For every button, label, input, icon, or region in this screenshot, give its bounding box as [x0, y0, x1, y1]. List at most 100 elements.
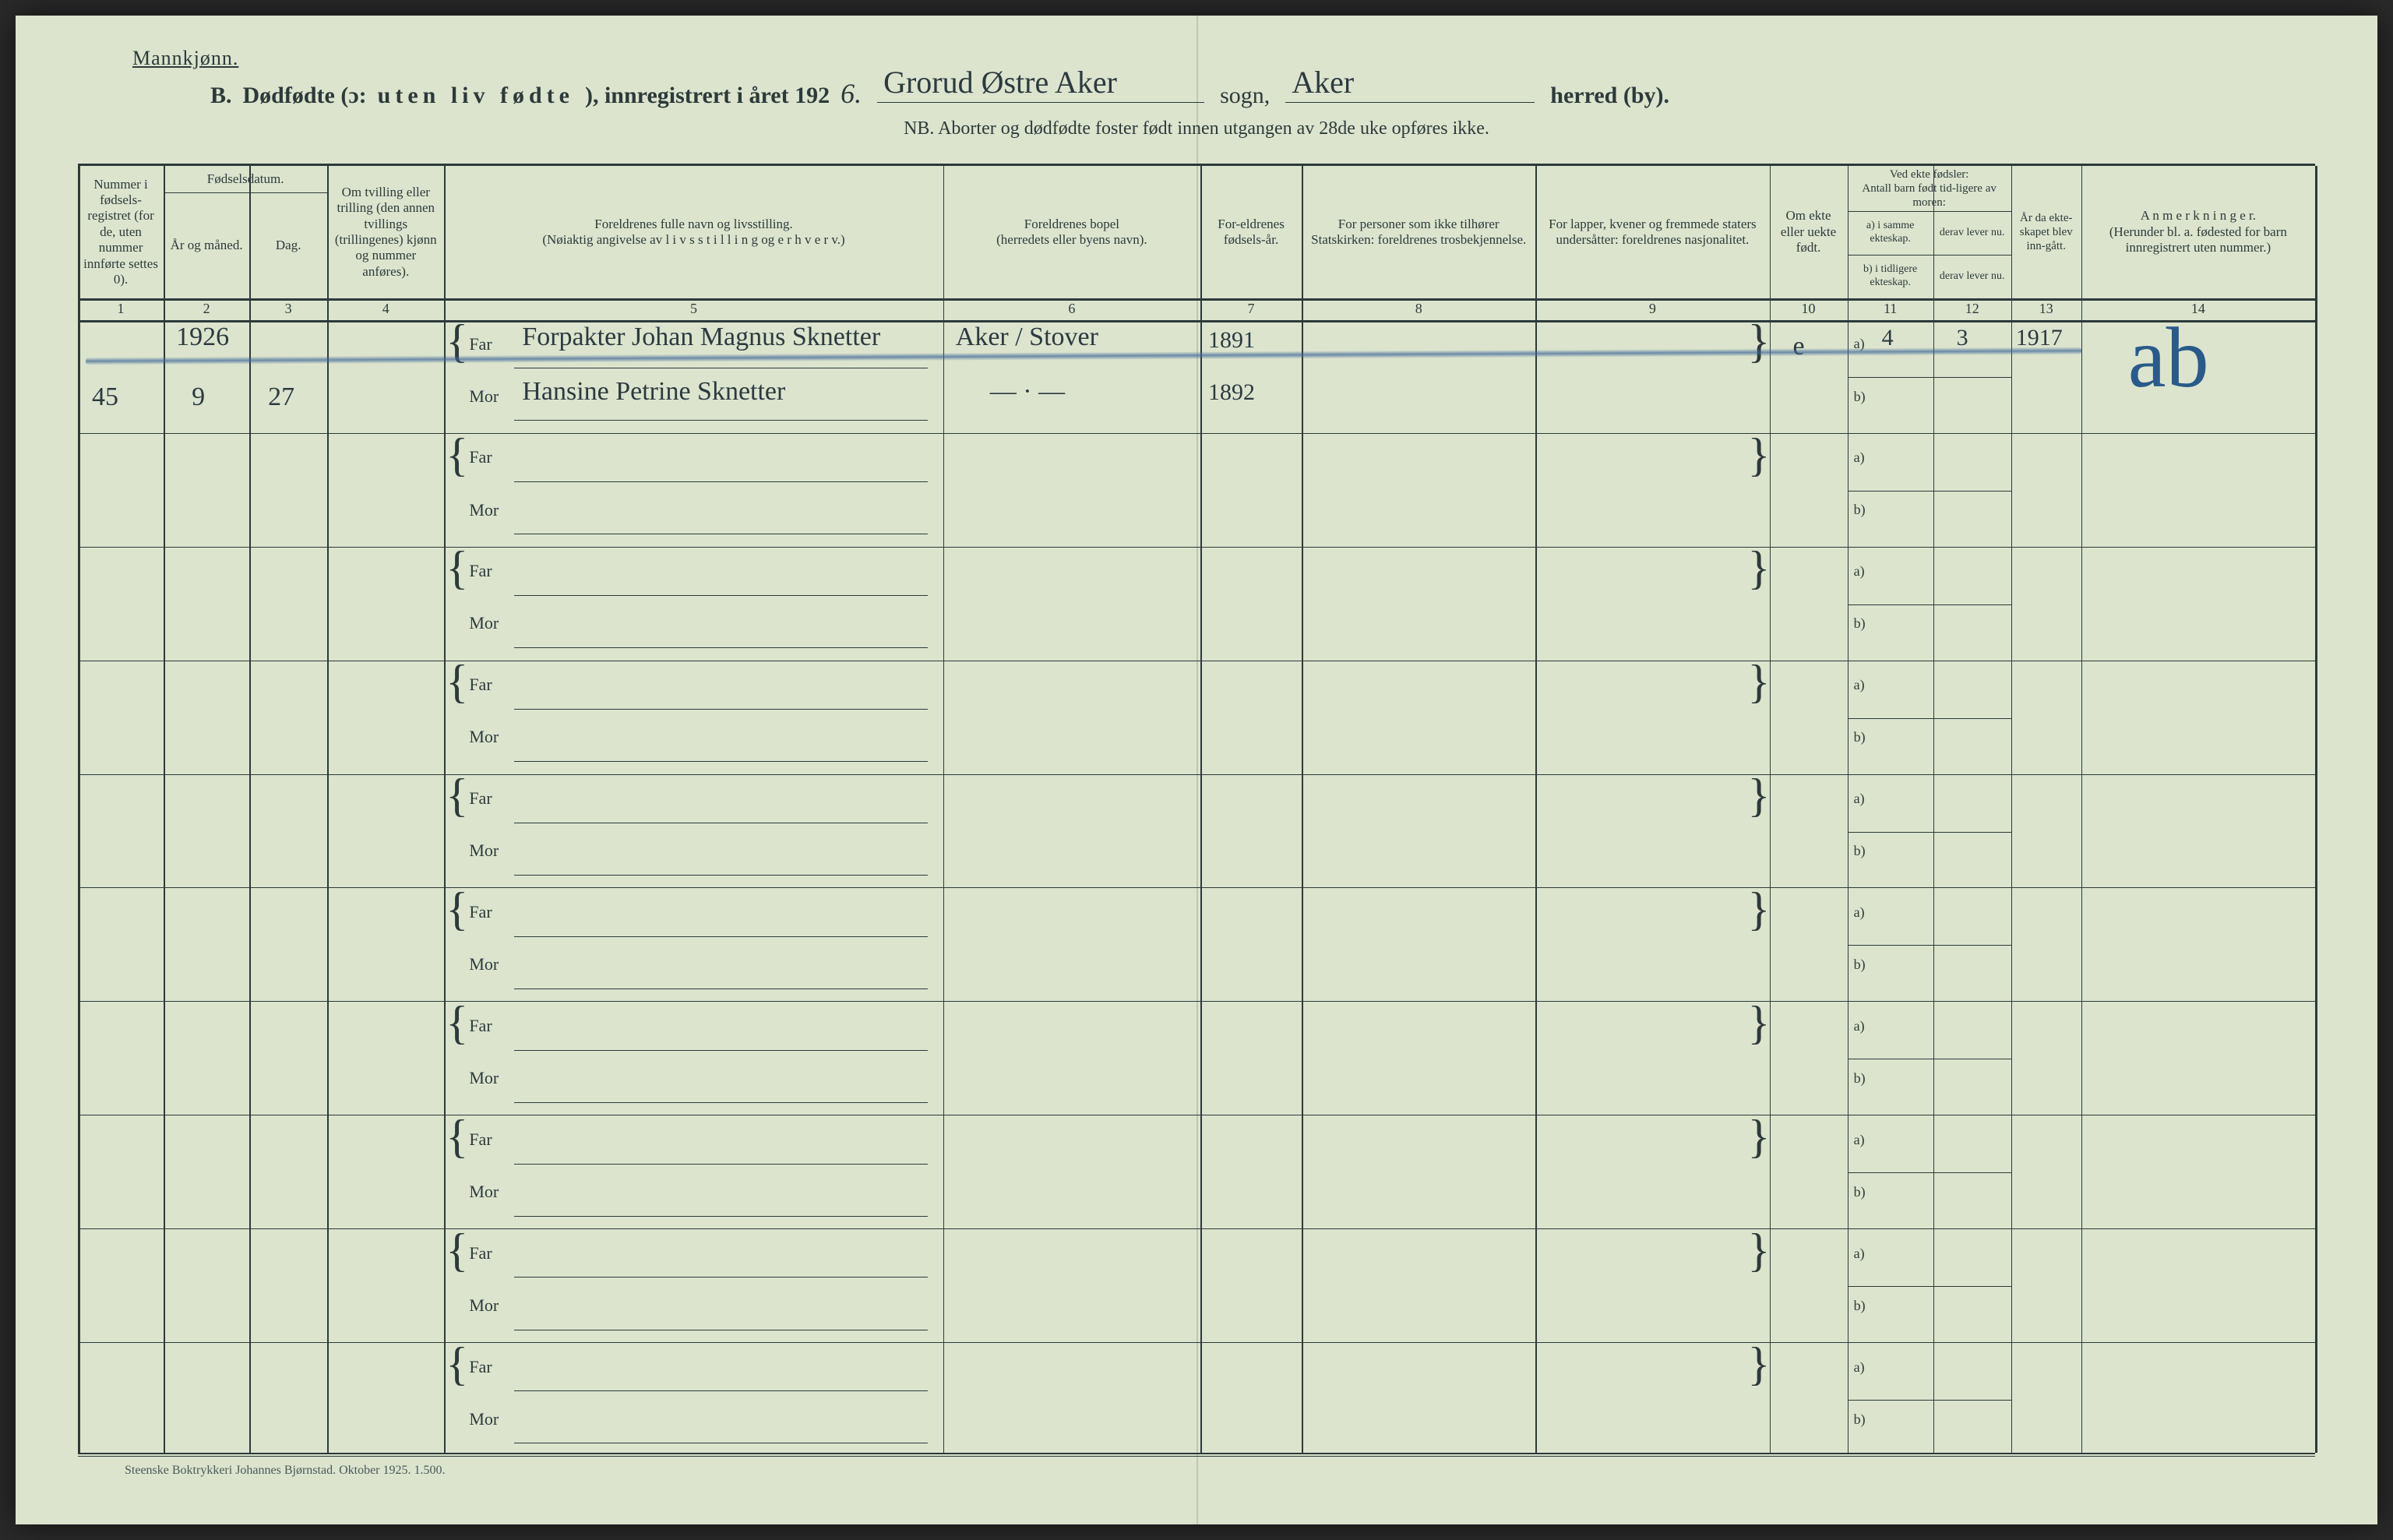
mor-label: Mor [469, 1409, 499, 1429]
b-label: b) [1854, 843, 1866, 859]
title-row: B. Dødfødte (ɔ: uten liv fødte ), innreg… [78, 75, 2315, 110]
column-header: Dag. [249, 192, 327, 298]
brace-icon: { [446, 1239, 468, 1262]
table-row: {FarMor}a)b) [78, 1002, 2315, 1115]
year-suffix: 6. [841, 77, 862, 110]
mor-name-line [514, 1102, 927, 1103]
a-label: a) [1854, 1246, 1865, 1262]
herred-value: Aker [1292, 64, 1354, 100]
column-number: 3 [249, 301, 327, 317]
herred-blank: Aker [1285, 75, 1535, 103]
column-divider [2315, 166, 2317, 1453]
mor-label: Mor [469, 386, 499, 407]
title-after: ), innregistrert i året 192 [585, 83, 830, 109]
a-label: a) [1854, 677, 1865, 693]
mor-name-line [514, 420, 927, 421]
table-row: {FarMor}a)b) [78, 434, 2315, 548]
entry-number: 45 [92, 382, 118, 412]
mor-place: — · — [990, 377, 1065, 407]
table-row: {FarMor}a)b) [78, 661, 2315, 775]
register-table: Nummer i fødsels-registret (for de, uten… [78, 164, 2315, 1454]
far-label: Far [469, 675, 492, 695]
month-value: 9 [192, 382, 205, 412]
mor-name-line [514, 647, 927, 648]
column-number: 13 [2011, 301, 2081, 317]
brace-icon: { [446, 329, 468, 353]
mor-name: Hansine Petrine Sknetter [522, 377, 785, 407]
table-row: {FarMor}a)b)192645927Forpakter Johan Mag… [78, 320, 2315, 434]
section-letter: B. [210, 83, 232, 109]
far-name-line [514, 481, 927, 482]
mor-name-line [514, 1216, 927, 1217]
column-header: Om tvilling eller trilling (den annen tv… [327, 166, 444, 298]
far-label: Far [469, 447, 492, 467]
brace-icon: } [1748, 556, 1771, 580]
far-label: Far [469, 561, 492, 581]
mor-label: Mor [469, 1068, 499, 1088]
far-name-line [514, 1164, 927, 1165]
brace-icon: { [446, 1352, 468, 1376]
a-label: a) [1854, 449, 1865, 466]
herred-label: herred (by). [1550, 83, 1669, 109]
brace-icon: { [446, 443, 468, 467]
mor-label: Mor [469, 1182, 499, 1202]
column-header: A n m e r k n i n g e r. (Herunder bl. a… [2081, 166, 2315, 298]
far-name-line [514, 595, 927, 596]
far-place: Aker / Stover [956, 322, 1098, 352]
column-header: År og måned. [164, 192, 249, 298]
brace-icon: } [1748, 1352, 1771, 1376]
mor-birth: 1892 [1208, 379, 1255, 406]
column-number: 6 [943, 301, 1200, 317]
column-header: Om ekte eller uekte født. [1770, 166, 1848, 298]
gender-label: Mannkjønn. [132, 47, 238, 70]
mor-name-line [514, 875, 927, 876]
sogn-blank: Grorud Østre Aker [877, 75, 1204, 103]
a-label: a) [1854, 791, 1865, 807]
title-main: Dødfødte (ɔ: [243, 83, 367, 109]
column-header: b) i tidligere ekteskap. [1848, 255, 1933, 298]
nb-note: NB. Aborter og dødfødte foster født inne… [78, 118, 2315, 139]
column-header: Ved ekte fødsler: Antall barn født tid-l… [1848, 166, 2011, 211]
b-label: b) [1854, 957, 1866, 973]
far-label: Far [469, 334, 492, 354]
mor-label: Mor [469, 954, 499, 974]
column-number: 9 [1535, 301, 1769, 317]
a-label: a) [1854, 904, 1865, 921]
column-header: År da ekte-skapet blev inn-gått. [2011, 166, 2081, 298]
brace-icon: } [1748, 1125, 1771, 1148]
column-header: derav lever nu. [1933, 211, 2011, 255]
brace-icon: { [446, 1125, 468, 1148]
remark-value: ab [2128, 308, 2209, 407]
far-name-line [514, 1390, 927, 1391]
column-header: Nummer i fødsels-registret (for de, uten… [78, 166, 164, 298]
column-number: 10 [1770, 301, 1848, 317]
ekte-value: e [1793, 332, 1805, 361]
column-number: 5 [444, 301, 943, 317]
far-label: Far [469, 902, 492, 922]
column-header: For personer som ikke tilhører Statskirk… [1302, 166, 1535, 298]
b-label: b) [1854, 1298, 1866, 1314]
b-label: b) [1854, 389, 1866, 405]
table-row: {FarMor}a)b) [78, 775, 2315, 889]
far-label: Far [469, 1357, 492, 1377]
brace-icon: } [1748, 897, 1771, 921]
brace-icon: } [1748, 443, 1771, 467]
table-row: {FarMor}a)b) [78, 548, 2315, 661]
table-row: {FarMor}a)b) [78, 889, 2315, 1003]
b-label: b) [1854, 615, 1866, 632]
far-name-line [514, 709, 927, 710]
a-label: a) [1854, 1132, 1865, 1148]
brace-icon: } [1748, 1239, 1771, 1262]
table-row: {FarMor}a)b) [78, 1343, 2315, 1457]
brace-icon: } [1748, 1011, 1771, 1034]
b-label: b) [1854, 1411, 1866, 1428]
year-header: 1926 [176, 322, 229, 352]
column-header: Foreldrenes bopel (herredets eller byens… [943, 166, 1200, 298]
title-spaced: uten liv fødte [378, 83, 574, 109]
far-birth: 1891 [1208, 327, 1255, 354]
mor-label: Mor [469, 840, 499, 861]
printer-footer: Steenske Boktrykkeri Johannes Bjørnstad.… [125, 1464, 446, 1478]
column-header: a) i samme ekteskap. [1848, 211, 1933, 255]
mor-label: Mor [469, 500, 499, 520]
a-label: a) [1854, 1018, 1865, 1034]
